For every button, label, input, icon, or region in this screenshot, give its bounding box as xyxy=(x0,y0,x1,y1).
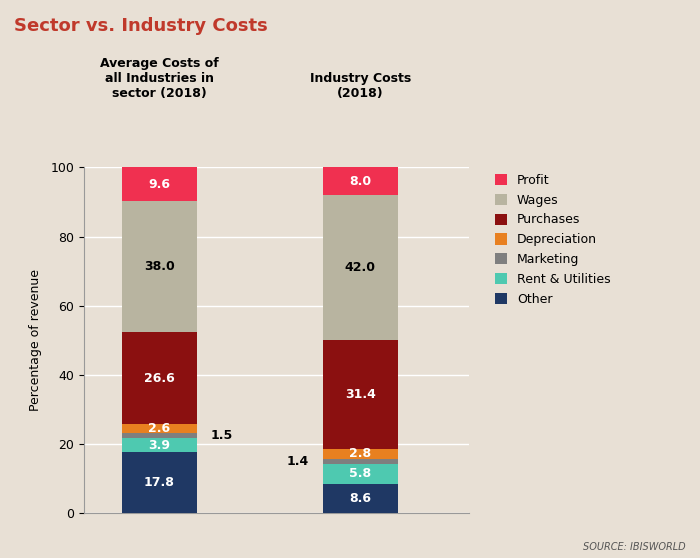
Y-axis label: Percentage of revenue: Percentage of revenue xyxy=(29,270,42,411)
Bar xyxy=(323,167,398,195)
Text: 26.6: 26.6 xyxy=(144,372,175,384)
Text: 2.6: 2.6 xyxy=(148,422,170,435)
Text: 1.5: 1.5 xyxy=(211,429,232,442)
Text: 3.9: 3.9 xyxy=(148,439,170,451)
Bar xyxy=(122,452,197,513)
Text: 38.0: 38.0 xyxy=(144,260,175,273)
Text: 8.6: 8.6 xyxy=(349,492,371,505)
Text: 17.8: 17.8 xyxy=(144,476,175,489)
Bar xyxy=(122,201,197,332)
Bar xyxy=(122,424,197,433)
Bar xyxy=(323,464,398,484)
Text: Average Costs of
all Industries in
sector (2018): Average Costs of all Industries in secto… xyxy=(100,57,218,100)
Bar xyxy=(323,195,398,340)
Text: 5.8: 5.8 xyxy=(349,467,371,480)
Bar xyxy=(323,340,398,449)
Bar xyxy=(122,438,197,452)
Text: 8.0: 8.0 xyxy=(349,175,371,187)
Text: 9.6: 9.6 xyxy=(148,177,170,190)
Text: Industry Costs
(2018): Industry Costs (2018) xyxy=(309,73,411,100)
Bar xyxy=(323,449,398,459)
Bar xyxy=(122,433,197,438)
Text: 1.4: 1.4 xyxy=(287,455,309,468)
Legend: Profit, Wages, Purchases, Depreciation, Marketing, Rent & Utilities, Other: Profit, Wages, Purchases, Depreciation, … xyxy=(494,174,610,306)
Bar xyxy=(122,167,197,201)
Text: 31.4: 31.4 xyxy=(345,388,376,401)
Bar xyxy=(122,332,197,424)
Text: Sector vs. Industry Costs: Sector vs. Industry Costs xyxy=(14,17,267,35)
Text: 2.8: 2.8 xyxy=(349,448,371,460)
Text: 42.0: 42.0 xyxy=(344,261,376,274)
Bar xyxy=(323,484,398,513)
Bar xyxy=(323,459,398,464)
Text: SOURCE: IBISWORLD: SOURCE: IBISWORLD xyxy=(583,542,686,552)
